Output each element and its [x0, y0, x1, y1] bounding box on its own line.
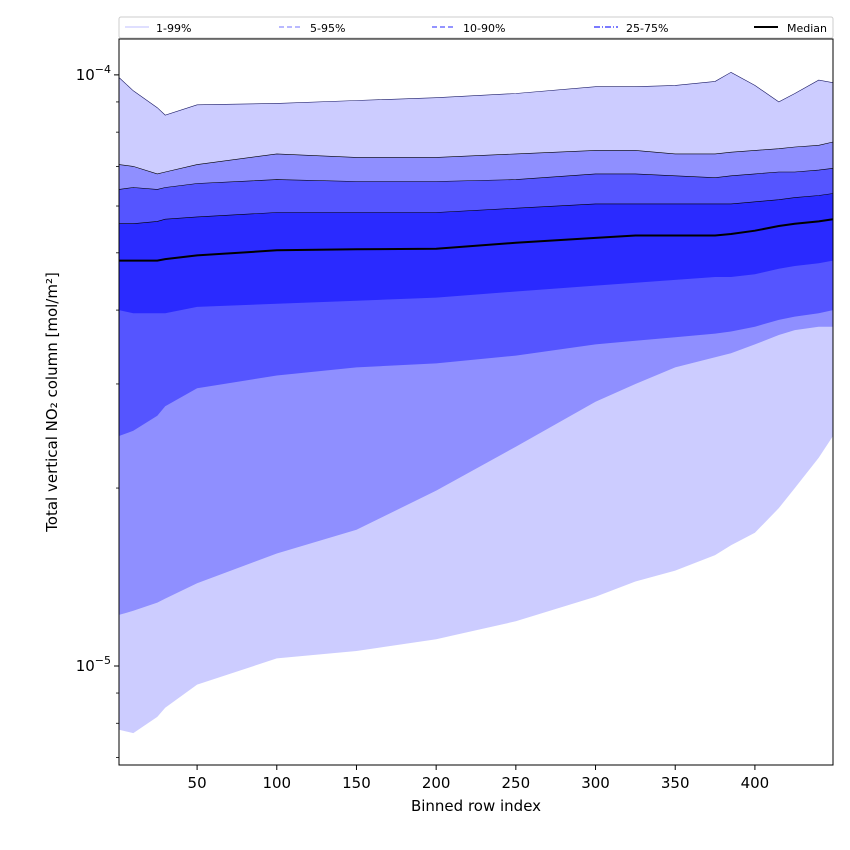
legend-box: [118, 16, 834, 39]
legend: 1-99% 5-95% 10-90% 25-75% Median: [118, 16, 834, 39]
median-line: [119, 218, 834, 262]
x-tick-label: 350: [661, 774, 690, 792]
x-tick-label: 200: [422, 774, 451, 792]
x-tick-label: 150: [342, 774, 371, 792]
band-upper-edge-1: [118, 71, 834, 116]
y-axis: 10−5 10−4: [76, 63, 119, 758]
y-tick-label: 10−4: [76, 63, 111, 84]
band-upper-edge-2: [118, 141, 834, 175]
plot-frame: [118, 38, 834, 766]
y-tick-label: 10−5: [76, 654, 111, 675]
legend-label: Median: [787, 22, 827, 35]
x-tick-label: 250: [502, 774, 531, 792]
x-tick-label: 100: [262, 774, 291, 792]
x-axis: 50 100 150 200 250 300 350 400: [188, 765, 770, 792]
median-layer: [119, 218, 834, 262]
x-axis-label: Binned row index: [411, 797, 541, 815]
x-tick-label: 300: [581, 774, 610, 792]
band-area-4: [119, 193, 833, 314]
x-tick-label: 400: [741, 774, 770, 792]
band-upper-edge-4: [119, 193, 834, 224]
x-tick-label: 50: [188, 774, 207, 792]
percentile-bands: [118, 71, 834, 734]
legend-label: 1-99%: [156, 22, 191, 35]
band-upper-edge-3: [118, 168, 834, 190]
legend-label: 10-90%: [463, 22, 505, 35]
legend-label: 25-75%: [626, 22, 668, 35]
y-axis-label: Total vertical NO₂ column [mol/m²]: [43, 272, 61, 533]
legend-label: 5-95%: [310, 22, 345, 35]
